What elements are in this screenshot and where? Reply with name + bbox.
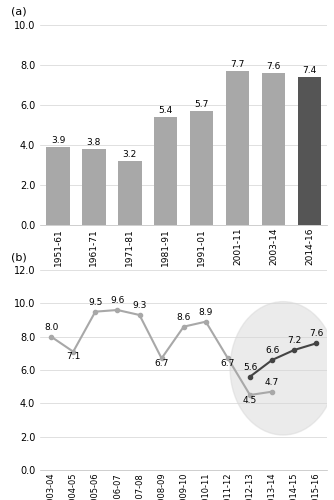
Text: 3.8: 3.8 (87, 138, 101, 147)
Text: 5.4: 5.4 (159, 106, 173, 115)
Text: 5.6: 5.6 (243, 362, 257, 372)
Text: 6.7: 6.7 (154, 358, 169, 368)
Text: 7.4: 7.4 (302, 66, 317, 75)
Text: 6.6: 6.6 (265, 346, 279, 355)
Text: 7.6: 7.6 (266, 62, 281, 71)
Bar (118, 161, 142, 225)
Text: 3.9: 3.9 (51, 136, 65, 145)
Text: 8.6: 8.6 (176, 312, 191, 322)
Bar (298, 77, 321, 225)
Text: 9.5: 9.5 (88, 298, 103, 306)
Bar (262, 73, 285, 225)
Text: 7.2: 7.2 (287, 336, 301, 345)
Text: 6.7: 6.7 (221, 358, 235, 368)
Text: 8.9: 8.9 (199, 308, 213, 316)
Bar (82, 149, 106, 225)
Bar (46, 147, 70, 225)
Bar (226, 71, 249, 225)
Bar (154, 117, 177, 225)
Text: (b): (b) (11, 252, 27, 262)
Text: 7.1: 7.1 (66, 352, 80, 361)
Text: 9.6: 9.6 (110, 296, 125, 305)
Bar (190, 111, 213, 225)
Legend: New Series at 2011-12 prices, Old Series at 2004-05 prices: New Series at 2011-12 prices, Old Series… (149, 289, 307, 318)
Text: 4.7: 4.7 (265, 378, 279, 386)
Text: 7.6: 7.6 (309, 330, 323, 338)
Text: 4.5: 4.5 (243, 396, 257, 405)
Text: 8.0: 8.0 (44, 322, 58, 332)
Text: 3.2: 3.2 (123, 150, 137, 159)
Text: 5.7: 5.7 (194, 100, 209, 109)
Text: 9.3: 9.3 (132, 301, 147, 310)
Text: (a): (a) (11, 7, 27, 17)
Ellipse shape (230, 302, 334, 435)
Text: 7.7: 7.7 (230, 60, 245, 69)
